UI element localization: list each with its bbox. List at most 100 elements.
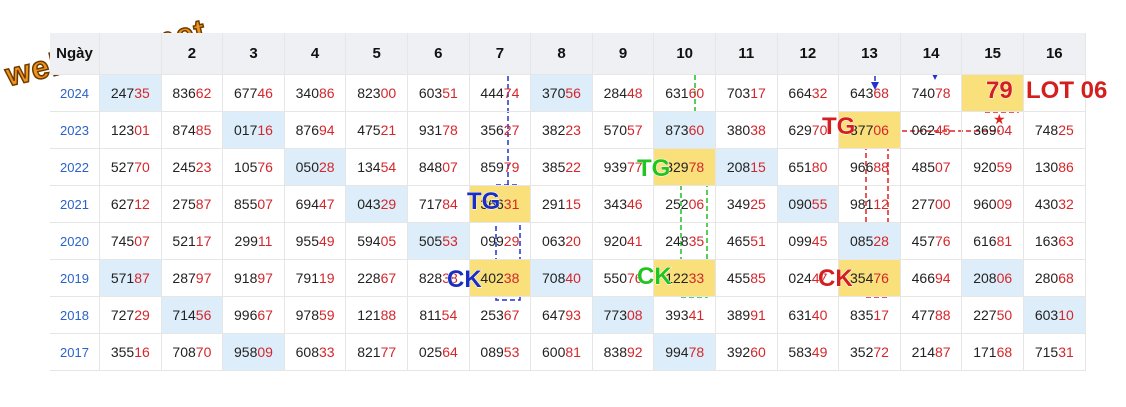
number-cell: 122 33 bbox=[654, 260, 716, 297]
number-cell: 994 78 bbox=[654, 334, 716, 371]
year-cell: 2021 bbox=[50, 186, 100, 223]
number-cell: 608 33 bbox=[284, 334, 347, 371]
number-cell: 043 29 bbox=[346, 186, 408, 223]
header-cell: 11 bbox=[716, 33, 778, 75]
number-cell: 664 32 bbox=[777, 75, 840, 112]
number-cell: 694 47 bbox=[284, 186, 347, 223]
number-cell: 105 76 bbox=[223, 149, 285, 186]
number-cell: 583 49 bbox=[777, 334, 840, 371]
number-cell: 647 93 bbox=[531, 297, 593, 334]
number-cell: 340 86 bbox=[284, 75, 347, 112]
star: ★ bbox=[993, 111, 1006, 127]
number-cell: 603 51 bbox=[408, 75, 470, 112]
number-cell: 085 28 bbox=[839, 223, 901, 260]
number-cell: 715 31 bbox=[1024, 334, 1086, 371]
number-cell: 475 21 bbox=[346, 112, 408, 149]
number-cell: 352 72 bbox=[839, 334, 901, 371]
header-cell: Ngày bbox=[50, 33, 100, 75]
header-cell: 12 bbox=[777, 33, 840, 75]
annotation: LOT 06 bbox=[1025, 77, 1108, 105]
number-cell: 714 56 bbox=[161, 297, 224, 334]
number-cell: 455 85 bbox=[716, 260, 778, 297]
header-cell: 15 bbox=[962, 33, 1024, 75]
header-cell: 4 bbox=[284, 33, 347, 75]
header-cell: 10 bbox=[654, 33, 716, 75]
header-cell: 8 bbox=[531, 33, 593, 75]
number-cell: 981 12 bbox=[839, 186, 901, 223]
number-cell: 465 51 bbox=[716, 223, 778, 260]
number-cell: 287 97 bbox=[161, 260, 224, 297]
number-cell: 631 40 bbox=[777, 297, 840, 334]
number-cell: 062 45 bbox=[900, 112, 963, 149]
header-cell: 3 bbox=[223, 33, 285, 75]
number-cell: 275 87 bbox=[161, 186, 224, 223]
number-cell: 745 07 bbox=[100, 223, 162, 260]
number-cell: 740 78 bbox=[900, 75, 963, 112]
number-cell: 955 49 bbox=[284, 223, 347, 260]
number-cell: 594 05 bbox=[346, 223, 408, 260]
number-cell: 521 17 bbox=[161, 223, 224, 260]
year-cell: 2023 bbox=[50, 112, 100, 149]
number-cell: 382 23 bbox=[531, 112, 593, 149]
number-cell: 627 12 bbox=[100, 186, 162, 223]
number-cell: 876 94 bbox=[284, 112, 347, 149]
number-cell: 369 04 bbox=[962, 112, 1024, 149]
number-cell: 349 25 bbox=[716, 186, 778, 223]
number-cell: 651 80 bbox=[777, 149, 840, 186]
number-cell: 377 06 bbox=[839, 112, 901, 149]
number-cell: 836 62 bbox=[161, 75, 224, 112]
header-cell: 16 bbox=[1024, 33, 1086, 75]
year-cell: 2018 bbox=[50, 297, 100, 334]
number-cell: 643 68 bbox=[839, 75, 901, 112]
year-cell: 2022 bbox=[50, 149, 100, 186]
number-cell: 571 87 bbox=[100, 260, 162, 297]
number-cell: 245 23 bbox=[161, 149, 224, 186]
number-cell: 228 67 bbox=[346, 260, 408, 297]
number-cell: 717 84 bbox=[408, 186, 470, 223]
number-cell: 089 53 bbox=[469, 334, 532, 371]
number-cell: 393 41 bbox=[654, 297, 716, 334]
number-cell: 171 68 bbox=[962, 334, 1024, 371]
number-cell bbox=[1024, 75, 1086, 112]
number-cell: 821 77 bbox=[346, 334, 408, 371]
number-cell: 252 06 bbox=[654, 186, 716, 223]
number-cell: 099 29 bbox=[469, 223, 532, 260]
number-cell: 527 70 bbox=[100, 149, 162, 186]
number-cell: 835 17 bbox=[839, 297, 901, 334]
number-cell: 485 07 bbox=[900, 149, 963, 186]
number-cell: 828 38 bbox=[408, 260, 470, 297]
number-cell: 848 07 bbox=[408, 149, 470, 186]
number-cell: 090 55 bbox=[777, 186, 840, 223]
number-cell: 343 46 bbox=[592, 186, 655, 223]
number-cell: 284 48 bbox=[592, 75, 655, 112]
header-cell: 6 bbox=[408, 33, 470, 75]
number-cell: 823 00 bbox=[346, 75, 408, 112]
number-cell: 629 70 bbox=[777, 112, 840, 149]
number-cell: 838 92 bbox=[592, 334, 655, 371]
year-cell: 2020 bbox=[50, 223, 100, 260]
annotation: TG bbox=[636, 155, 671, 183]
number-cell: 791 19 bbox=[284, 260, 347, 297]
number-cell: 920 41 bbox=[592, 223, 655, 260]
number-cell: 299 11 bbox=[223, 223, 285, 260]
number-cell: 121 88 bbox=[346, 297, 408, 334]
number-cell: 958 09 bbox=[223, 334, 285, 371]
number-cell: 248 35 bbox=[654, 223, 716, 260]
annotation: TG bbox=[466, 188, 501, 216]
year-cell: 2019 bbox=[50, 260, 100, 297]
number-cell: 966 88 bbox=[839, 149, 901, 186]
number-cell: 708 70 bbox=[161, 334, 224, 371]
number-cell: 570 57 bbox=[592, 112, 655, 149]
number-cell bbox=[962, 75, 1024, 112]
annotation: CK bbox=[637, 263, 673, 291]
number-cell: 389 91 bbox=[716, 297, 778, 334]
year-cell: 2017 bbox=[50, 334, 100, 371]
header-cell: 5 bbox=[346, 33, 408, 75]
number-cell: 227 50 bbox=[962, 297, 1024, 334]
number-cell: 457 76 bbox=[900, 223, 963, 260]
number-cell: 918 97 bbox=[223, 260, 285, 297]
number-cell: 931 78 bbox=[408, 112, 470, 149]
number-cell: 505 53 bbox=[408, 223, 470, 260]
number-cell: 960 09 bbox=[962, 186, 1024, 223]
